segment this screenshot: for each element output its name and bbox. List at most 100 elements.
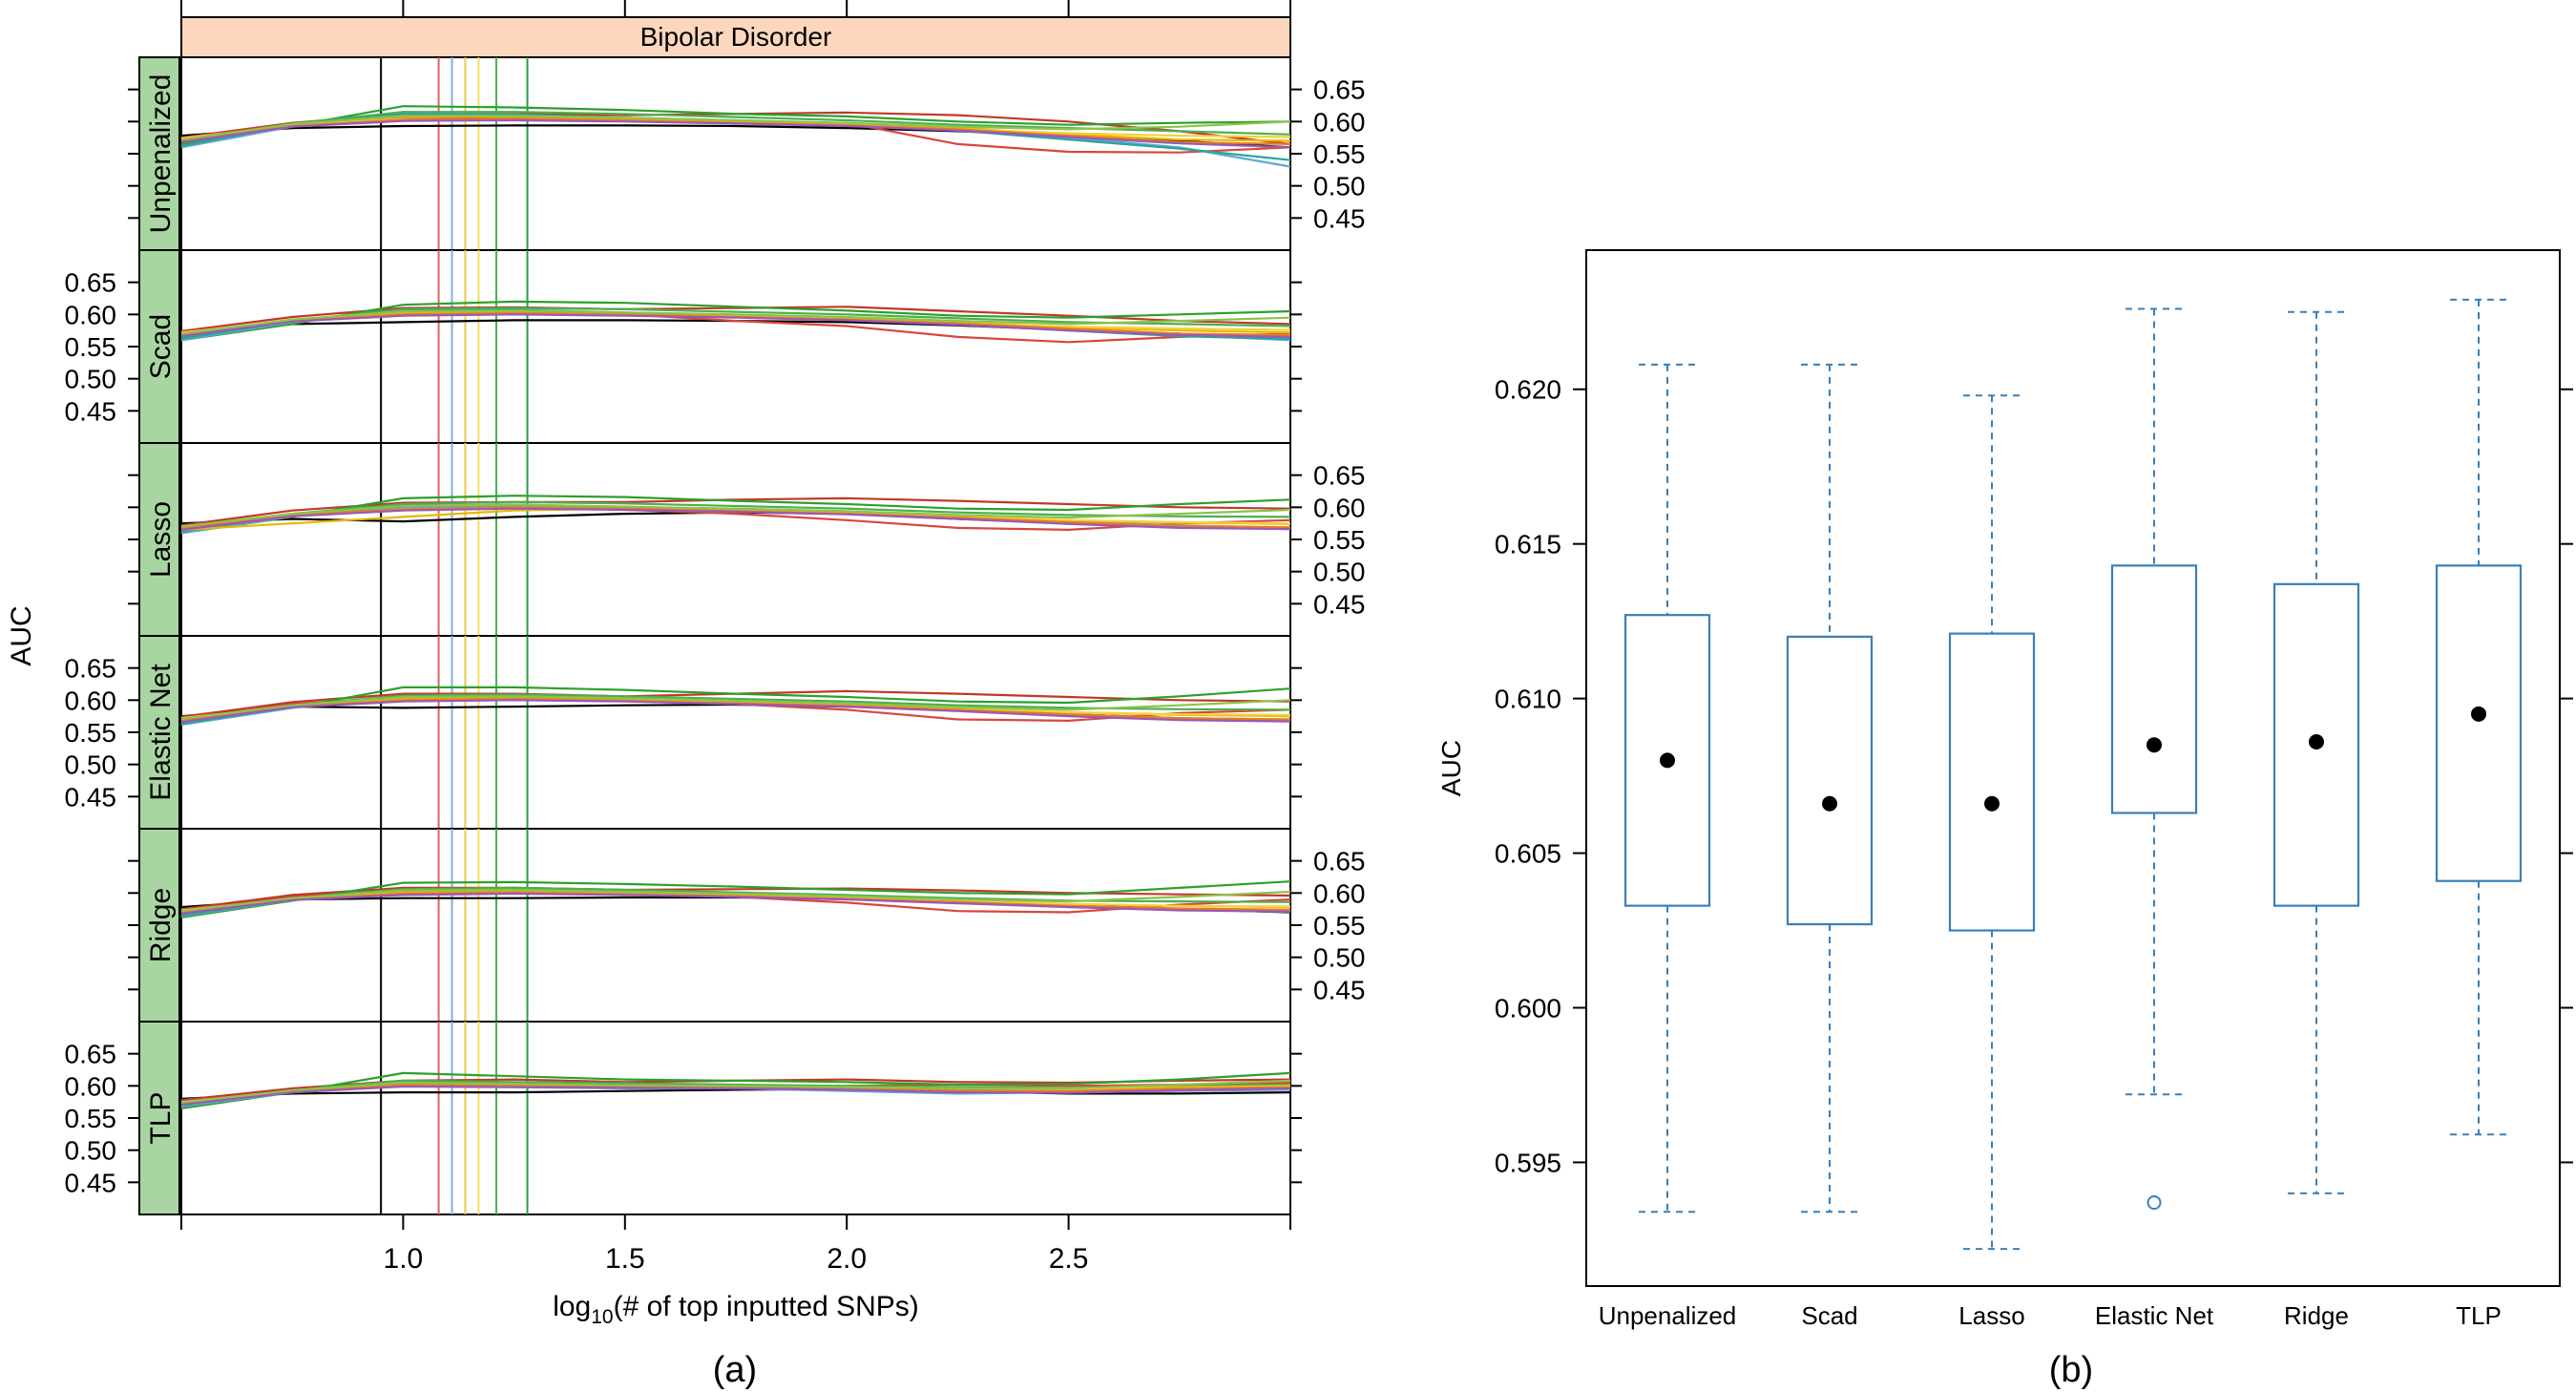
plot-frame: [1585, 249, 2561, 1287]
y-tick-label: 0.55: [65, 1104, 117, 1133]
y-tick-label: 0.620: [1495, 375, 1561, 405]
median-point: [2471, 706, 2486, 722]
facet-label: Scad: [145, 314, 177, 379]
series-line: [180, 888, 1291, 913]
y-axis-label: AUC: [6, 605, 37, 665]
facet-panel: Elastic Net 0.650.60 0.550.500.45: [65, 635, 1302, 830]
facet-frame: [180, 1021, 1291, 1215]
outlier-point: [2147, 1195, 2162, 1211]
y-axis-label: AUC: [1436, 740, 1466, 796]
x-tick-label: 1.5: [605, 1243, 645, 1275]
y-tick-label: 0.65: [1313, 75, 1366, 105]
box: [2110, 564, 2198, 814]
series-line: [180, 313, 1291, 338]
series-line: [180, 1085, 1291, 1106]
x-tick-label: 2.5: [1049, 1243, 1089, 1275]
facet-frame: [180, 828, 1291, 1023]
facet-label: Lasso: [145, 501, 177, 578]
y-tick-label: 0.65: [1313, 461, 1366, 491]
x-tick-label: TLP: [2456, 1301, 2502, 1330]
y-tick-label: 0.45: [65, 396, 117, 426]
series-line: [180, 300, 1291, 342]
x-tick-label: Lasso: [1958, 1301, 2024, 1330]
y-tick-label: 0.55: [65, 332, 117, 362]
facet-panel: TLP 0.650.60 0.55 0.500.45: [65, 1021, 1302, 1215]
x-tick-label: Scad: [1801, 1301, 1857, 1330]
box-group: Scad: [1786, 363, 1874, 1330]
y-tick-label: 0.65: [65, 268, 117, 298]
box: [1948, 632, 2036, 932]
y-tick-label: 0.605: [1495, 839, 1561, 869]
facet-panel: Ridge 0.650.60 0.55 0.500.45: [128, 828, 1366, 1023]
series-line: [180, 105, 1291, 145]
series-line: [180, 1079, 1291, 1104]
box: [2435, 564, 2523, 882]
facet-label: Unpenalized: [145, 74, 177, 234]
y-tick-label: 0.50: [1313, 172, 1366, 201]
caption-a: (a): [713, 1350, 757, 1390]
facet-label: TLP: [145, 1091, 177, 1144]
strip-title-box: [180, 16, 1291, 58]
y-tick-label: 0.55: [65, 718, 117, 748]
series-line: [180, 118, 1291, 149]
facet-panel: Lasso 0.650.60 0.55 0.500.45: [128, 442, 1366, 637]
y-tick-label: 0.50: [65, 1136, 117, 1166]
y-tick-label: 0.610: [1495, 685, 1561, 714]
x-tick-label: 1.0: [384, 1243, 424, 1275]
series-line: [180, 1071, 1291, 1109]
y-tick-label: 0.595: [1495, 1148, 1561, 1177]
y-tick-label: 0.60: [65, 686, 117, 715]
x-axis-label-prefix: log: [553, 1291, 591, 1322]
caption-b: (b): [2049, 1350, 2093, 1390]
facet-panel: Unpenalized 0.650.600.55 0.500.45: [128, 56, 1366, 251]
y-tick-label: 0.65: [65, 654, 117, 684]
y-tick-label: 0.65: [1313, 847, 1366, 876]
y-tick-label: 0.60: [1313, 878, 1366, 908]
y-tick-label: 0.600: [1495, 994, 1561, 1024]
y-tick-label: 0.65: [65, 1040, 117, 1069]
y-tick-label: 0.55: [1313, 525, 1366, 555]
series-line: [180, 309, 1291, 335]
y-tick-label: 0.45: [1313, 975, 1366, 1004]
x-tick-label: Ridge: [2284, 1301, 2349, 1330]
facet-frame: [180, 56, 1291, 251]
y-tick-label: 0.50: [65, 365, 117, 394]
box-group: Elastic Net: [2095, 307, 2214, 1330]
y-tick-label: 0.55: [1313, 139, 1366, 169]
series-line: [180, 886, 1291, 911]
series-line: [180, 892, 1291, 915]
y-tick-label: 0.45: [65, 1168, 117, 1197]
facet-strip: [138, 828, 180, 1023]
x-tick-label: Elastic Net: [2095, 1301, 2214, 1330]
series-line: [180, 507, 1291, 531]
facet-frame: [180, 249, 1291, 444]
x-axis-label-suffix: (# of top inputted SNPs): [614, 1291, 919, 1322]
facet-strip: [138, 442, 180, 637]
series-line: [180, 1087, 1291, 1100]
y-tick-label: 0.50: [1313, 943, 1366, 973]
y-tick-label: 0.60: [65, 1071, 117, 1101]
series-line: [180, 695, 1291, 720]
y-tick-label: 0.45: [1313, 203, 1366, 233]
strip-title: Bipolar Disorder: [640, 22, 832, 52]
median-point: [2147, 737, 2162, 753]
x-axis-label-subscript: 10: [591, 1306, 613, 1328]
facet-strip: [138, 1021, 180, 1215]
series-line: [180, 880, 1291, 918]
x-axis-label: log10(# of top inputted SNPs): [553, 1291, 919, 1328]
y-tick-label: 0.60: [1313, 107, 1366, 137]
facet-frame: [180, 635, 1291, 830]
median-point: [2309, 733, 2324, 749]
y-tick-label: 0.50: [1313, 558, 1366, 587]
y-tick-label: 0.45: [65, 782, 117, 812]
box-group: Unpenalized: [1599, 363, 1736, 1330]
facet-label: Ridge: [145, 888, 177, 962]
median-point: [1984, 795, 2000, 812]
y-tick-label: 0.615: [1495, 530, 1561, 559]
y-tick-label: 0.50: [65, 750, 117, 780]
box-group: Lasso: [1948, 394, 2036, 1330]
y-tick-label: 0.45: [1313, 589, 1366, 619]
x-tick-label: 2.0: [827, 1243, 867, 1275]
